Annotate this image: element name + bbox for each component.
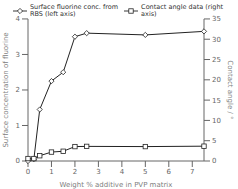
svg-text:15: 15 [212, 97, 221, 105]
svg-text:5: 5 [212, 137, 216, 145]
svg-text:30: 30 [212, 36, 221, 44]
svg-text:1: 1 [49, 168, 53, 176]
svg-text:3: 3 [96, 168, 100, 176]
svg-text:4: 4 [16, 15, 21, 23]
svg-text:Weight % additive in PVP matri: Weight % additive in PVP matrix [60, 181, 173, 189]
svg-text:1: 1 [16, 122, 20, 130]
svg-text:Contact angle / °: Contact angle / ° [226, 60, 230, 119]
svg-text:5: 5 [143, 168, 147, 176]
svg-text:Surface concentration of fluor: Surface concentration of fluorine [8, 32, 10, 147]
svg-text:35: 35 [212, 15, 221, 23]
svg-text:0: 0 [26, 168, 30, 176]
svg-text:4: 4 [120, 168, 125, 176]
svg-text:2: 2 [16, 86, 20, 94]
svg-text:2: 2 [73, 168, 77, 176]
svg-text:25: 25 [212, 56, 221, 64]
svg-text:10: 10 [212, 117, 221, 125]
svg-text:20: 20 [212, 76, 221, 84]
svg-text:7: 7 [190, 168, 194, 176]
svg-text:6: 6 [167, 168, 172, 176]
svg-text:3: 3 [16, 51, 20, 59]
svg-text:0: 0 [212, 157, 216, 165]
svg-text:0: 0 [16, 157, 20, 165]
